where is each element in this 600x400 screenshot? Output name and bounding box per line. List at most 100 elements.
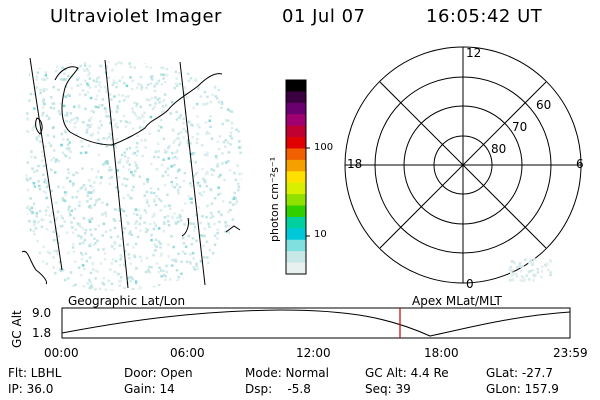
emission-pixel <box>193 268 196 271</box>
emission-pixel <box>153 85 156 88</box>
emission-pixel <box>220 213 223 217</box>
emission-pixel <box>86 127 89 130</box>
emission-pixel <box>93 181 96 184</box>
emission-pixel <box>93 237 96 240</box>
emission-pixel <box>119 237 123 240</box>
emission-pixel <box>197 206 201 209</box>
emission-pixel <box>196 132 199 136</box>
emission-pixel <box>532 278 535 282</box>
emission-pixel <box>32 202 36 206</box>
emission-pixel <box>118 79 121 82</box>
emission-pixel <box>522 276 525 280</box>
emission-pixel <box>206 256 209 259</box>
emission-pixel <box>86 124 90 127</box>
emission-pixel <box>54 271 57 275</box>
emission-pixel <box>119 254 122 257</box>
emission-pixel <box>216 231 219 235</box>
emission-pixel <box>46 250 50 254</box>
emission-pixel <box>63 154 67 157</box>
emission-pixel <box>162 230 166 233</box>
emission-pixel <box>88 220 92 223</box>
emission-pixel <box>114 171 117 174</box>
emission-pixel <box>160 83 163 86</box>
emission-pixel <box>26 178 29 182</box>
emission-pixel <box>183 92 187 95</box>
emission-pixel <box>45 185 49 189</box>
emission-pixel <box>211 93 214 96</box>
emission-pixel <box>237 183 240 186</box>
emission-pixel <box>102 163 105 166</box>
emission-pixel <box>91 268 95 271</box>
emission-pixel <box>203 179 206 182</box>
emission-pixel <box>155 195 158 198</box>
emission-pixel <box>182 242 186 245</box>
emission-pixel <box>164 73 168 76</box>
emission-pixel <box>528 261 531 265</box>
emission-pixel <box>91 262 95 266</box>
emission-pixel <box>144 146 147 149</box>
emission-pixel <box>37 164 40 168</box>
emission-pixel <box>178 116 181 119</box>
emission-pixel <box>171 128 174 131</box>
emission-pixel <box>76 171 80 175</box>
emission-pixel <box>196 137 199 141</box>
emission-pixel <box>98 81 102 84</box>
emission-pixel <box>73 207 77 211</box>
emission-pixel <box>201 244 205 247</box>
emission-pixel <box>32 223 36 227</box>
emission-pixel <box>149 271 152 274</box>
emission-pixel <box>35 86 39 89</box>
emission-pixel <box>198 126 201 129</box>
emission-pixel <box>213 197 217 200</box>
emission-pixel <box>86 83 90 87</box>
emission-pixel <box>518 262 522 265</box>
emission-pixel <box>136 134 139 138</box>
emission-pixel <box>44 209 48 212</box>
polar-diagonal <box>379 81 547 249</box>
emission-pixel <box>57 88 60 91</box>
emission-pixel <box>129 262 133 265</box>
emission-pixel <box>145 65 148 68</box>
emission-pixel <box>172 141 175 144</box>
emission-pixel <box>67 251 70 255</box>
emission-pixel <box>54 229 57 233</box>
emission-pixel <box>220 106 223 109</box>
emission-pixel <box>166 193 169 197</box>
emission-pixel <box>79 151 83 155</box>
emission-pixel <box>177 216 181 219</box>
time-tick-1800: 18:00 <box>424 346 459 360</box>
emission-pixel <box>110 137 113 141</box>
emission-pixel <box>67 171 71 175</box>
emission-pixel <box>218 101 222 104</box>
emission-pixel <box>121 94 124 97</box>
emission-pixel <box>139 217 142 220</box>
emission-pixel <box>116 107 119 110</box>
emission-pixel <box>210 137 214 140</box>
emission-pixel <box>130 171 133 174</box>
emission-pixel <box>67 208 70 211</box>
colorbar-frame <box>285 79 307 275</box>
emission-pixel <box>97 141 100 145</box>
emission-pixel <box>158 266 161 270</box>
emission-pixel <box>229 131 233 135</box>
emission-pixel <box>38 209 42 213</box>
emission-pixel <box>66 93 70 97</box>
emission-pixel <box>121 76 124 79</box>
emission-pixel <box>173 139 177 142</box>
emission-pixel <box>116 169 119 172</box>
emission-pixel <box>50 96 53 99</box>
emission-pixel <box>42 154 45 158</box>
emission-pixel <box>216 237 219 240</box>
emission-pixel <box>102 283 106 286</box>
emission-pixel <box>45 196 48 200</box>
emission-pixel <box>92 79 96 82</box>
geographic-title: Geographic Lat/Lon <box>68 294 186 308</box>
emission-pixel <box>181 209 184 212</box>
colorbar-segment <box>286 182 306 195</box>
emission-pixel <box>91 191 95 194</box>
emission-pixel <box>228 169 232 172</box>
emission-pixel <box>234 197 237 200</box>
emission-pixel <box>122 165 125 169</box>
emission-pixel <box>173 86 176 90</box>
emission-pixel <box>80 140 83 143</box>
